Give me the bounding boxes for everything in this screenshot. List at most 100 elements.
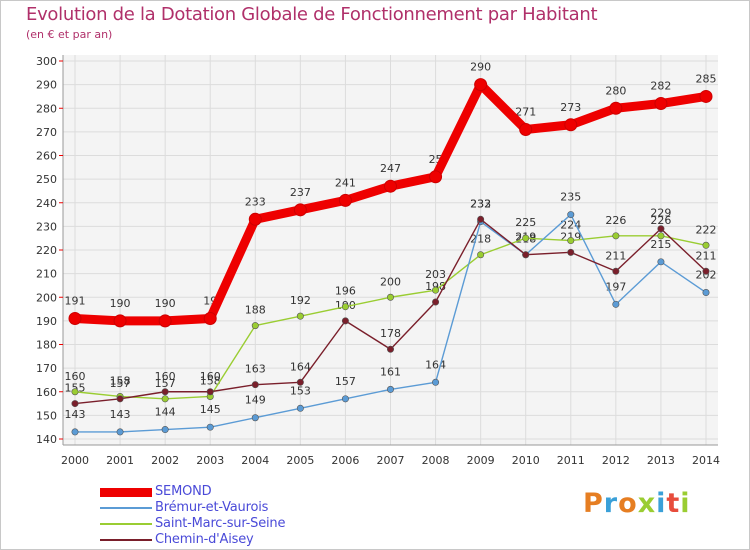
- data-label: 225: [515, 216, 536, 229]
- data-label: 188: [245, 304, 266, 317]
- data-point: [477, 251, 485, 259]
- data-label: 149: [245, 394, 266, 407]
- data-point: [657, 258, 665, 266]
- data-label: 143: [110, 408, 131, 421]
- data-point: [612, 300, 620, 308]
- x-tick-label: 2007: [377, 454, 405, 467]
- data-label: 196: [335, 285, 356, 298]
- y-tick-label: 250: [36, 173, 57, 186]
- x-tick-label: 2005: [286, 454, 314, 467]
- data-label: 145: [200, 403, 221, 416]
- data-label: 211: [696, 249, 717, 262]
- y-tick-label: 210: [36, 268, 57, 281]
- y-tick-label: 220: [36, 244, 57, 257]
- data-label: 200: [380, 275, 401, 288]
- data-point: [429, 170, 443, 184]
- logo-letter: o: [618, 488, 638, 519]
- data-label: 198: [425, 280, 446, 293]
- proxiti-logo: Proxiti: [583, 488, 691, 519]
- data-label: 158: [200, 374, 221, 387]
- data-point: [341, 317, 349, 325]
- logo-letter: i: [680, 488, 691, 519]
- data-point: [338, 193, 352, 207]
- y-tick-label: 290: [36, 79, 57, 92]
- data-label: 157: [335, 375, 356, 388]
- data-label: 222: [696, 223, 717, 236]
- data-label: 232: [470, 198, 491, 211]
- data-label: 226: [650, 214, 671, 227]
- data-label: 241: [335, 176, 356, 189]
- data-point: [702, 289, 710, 297]
- data-point: [341, 303, 349, 311]
- data-label: 155: [65, 382, 86, 395]
- data-point: [203, 312, 217, 326]
- y-tick-label: 170: [36, 362, 57, 375]
- data-point: [68, 312, 82, 326]
- data-label: 160: [65, 370, 86, 383]
- data-label: 160: [200, 370, 221, 383]
- data-point: [477, 215, 485, 223]
- x-tick-label: 2003: [196, 454, 224, 467]
- data-point: [432, 286, 440, 294]
- x-tick-label: 2009: [467, 454, 495, 467]
- data-point: [567, 237, 575, 245]
- data-label: 229: [650, 207, 671, 220]
- data-point: [161, 426, 169, 434]
- data-point: [474, 78, 488, 92]
- y-tick-label: 260: [36, 150, 57, 163]
- data-label: 190: [110, 297, 131, 310]
- y-tick-label: 270: [36, 126, 57, 139]
- data-point: [432, 298, 440, 306]
- legend-swatch: [100, 539, 152, 541]
- data-point: [296, 404, 304, 412]
- data-point: [296, 312, 304, 320]
- data-label: 290: [470, 61, 491, 74]
- data-point: [386, 385, 394, 393]
- x-tick-label: 2001: [106, 454, 134, 467]
- y-tick-label: 180: [36, 339, 57, 352]
- data-label: 233: [470, 197, 491, 210]
- x-tick-label: 2006: [331, 454, 359, 467]
- data-label: 143: [65, 408, 86, 421]
- legend-label: Chemin-d'Aisey: [155, 532, 254, 547]
- logo-letter: r: [603, 488, 619, 519]
- data-point: [248, 212, 262, 226]
- data-point: [702, 267, 710, 275]
- data-label: 158: [110, 374, 131, 387]
- data-point: [654, 97, 668, 111]
- x-tick-label: 2012: [602, 454, 630, 467]
- data-label: 153: [290, 384, 311, 397]
- data-point: [296, 378, 304, 386]
- data-point: [293, 203, 307, 217]
- data-label: 280: [605, 84, 626, 97]
- data-label: 282: [650, 80, 671, 93]
- data-label: 235: [560, 191, 581, 204]
- data-point: [386, 345, 394, 353]
- data-point: [657, 225, 665, 233]
- data-point: [71, 428, 79, 436]
- data-label: 192: [290, 294, 311, 307]
- data-point: [158, 314, 172, 328]
- x-tick-label: 2013: [647, 454, 675, 467]
- data-point: [699, 89, 713, 103]
- x-tick-label: 2000: [61, 454, 89, 467]
- x-tick-label: 2004: [241, 454, 269, 467]
- data-point: [519, 123, 533, 137]
- data-label: 190: [155, 297, 176, 310]
- data-label: 237: [290, 186, 311, 199]
- data-label: 271: [515, 106, 536, 119]
- data-label: 164: [290, 360, 311, 373]
- data-label: 197: [605, 280, 626, 293]
- data-point: [567, 211, 575, 219]
- legend-label: SEMOND: [155, 484, 212, 499]
- x-tick-label: 2010: [512, 454, 540, 467]
- data-point: [341, 395, 349, 403]
- data-point: [612, 232, 620, 240]
- data-point: [251, 322, 259, 330]
- data-point: [113, 314, 127, 328]
- legend-swatch: [100, 523, 152, 525]
- data-label: 178: [380, 327, 401, 340]
- data-point: [386, 293, 394, 301]
- y-tick-label: 140: [36, 433, 57, 446]
- y-tick-label: 160: [36, 386, 57, 399]
